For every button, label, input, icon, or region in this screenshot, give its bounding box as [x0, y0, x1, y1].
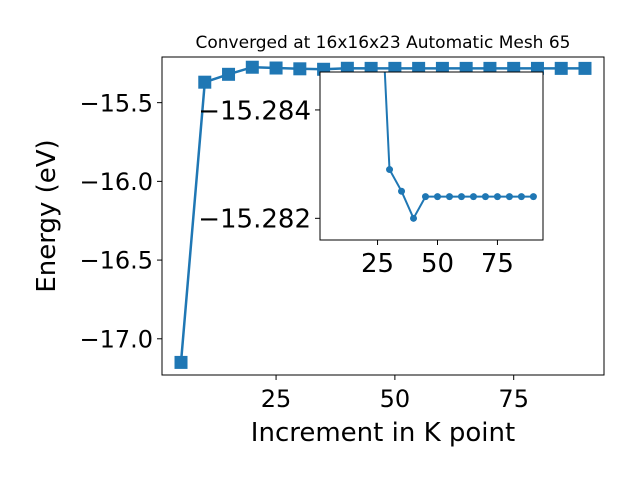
main-point-5	[174, 355, 188, 369]
main-x-tick-label: 25	[261, 385, 292, 413]
main-y-ticks: −17.0 −16.5 −16.0 −15.5	[79, 89, 162, 353]
inset-point-70	[481, 193, 489, 201]
main-point-25	[269, 61, 283, 75]
main-x-tick-label: 75	[498, 385, 529, 413]
inset-y-ticks: −15.284 −15.282	[198, 96, 320, 235]
inset-x-tick-label: 25	[361, 249, 394, 279]
inset-point-85	[517, 193, 525, 201]
main-y-tick-label: −15.5	[79, 89, 153, 117]
inset-point-50	[433, 193, 441, 201]
main-point-30	[293, 62, 307, 76]
inset-plot-area	[320, 72, 543, 240]
inset-x-tick-label: 75	[481, 249, 514, 279]
main-point-20	[245, 60, 259, 74]
y-axis-label: Energy (eV)	[32, 139, 62, 292]
inset-y-tick-label: −15.284	[198, 96, 311, 126]
inset-x-ticks: 25 50 75	[361, 240, 514, 279]
inset-point-90	[529, 193, 537, 201]
inset-plot-frame	[319, 71, 544, 241]
inset-chart: 25 50 75 −15.284 −15.282	[198, 71, 544, 279]
x-axis-label: Increment in K point	[251, 418, 515, 448]
main-x-ticks: 25 50 75	[261, 375, 529, 413]
inset-point-35	[398, 187, 406, 195]
main-y-tick-label: −16.0	[79, 168, 153, 196]
inset-point-30	[386, 166, 394, 174]
main-y-tick-label: −17.0	[79, 325, 153, 353]
main-plot-frame	[161, 56, 605, 376]
main-point-10	[198, 75, 212, 89]
inset-point-45	[422, 193, 430, 201]
main-point-15	[222, 67, 236, 81]
inset-point-55	[445, 193, 453, 201]
chart-title: Converged at 16x16x23 Automatic Mesh 65	[196, 33, 571, 53]
inset-y-tick-label: −15.282	[198, 205, 311, 235]
main-point-90	[578, 61, 592, 75]
main-point-85	[554, 61, 568, 75]
main-x-tick-label: 50	[380, 385, 411, 413]
inset-x-tick-label: 50	[421, 249, 454, 279]
inset-point-75	[493, 193, 501, 201]
inset-point-40	[410, 214, 418, 222]
main-y-tick-label: −16.5	[79, 247, 153, 275]
inset-point-65	[469, 193, 477, 201]
inset-point-80	[505, 193, 513, 201]
inset-series-layer	[383, 72, 537, 222]
main-series-layer	[174, 60, 592, 369]
inset-point-60	[457, 193, 465, 201]
